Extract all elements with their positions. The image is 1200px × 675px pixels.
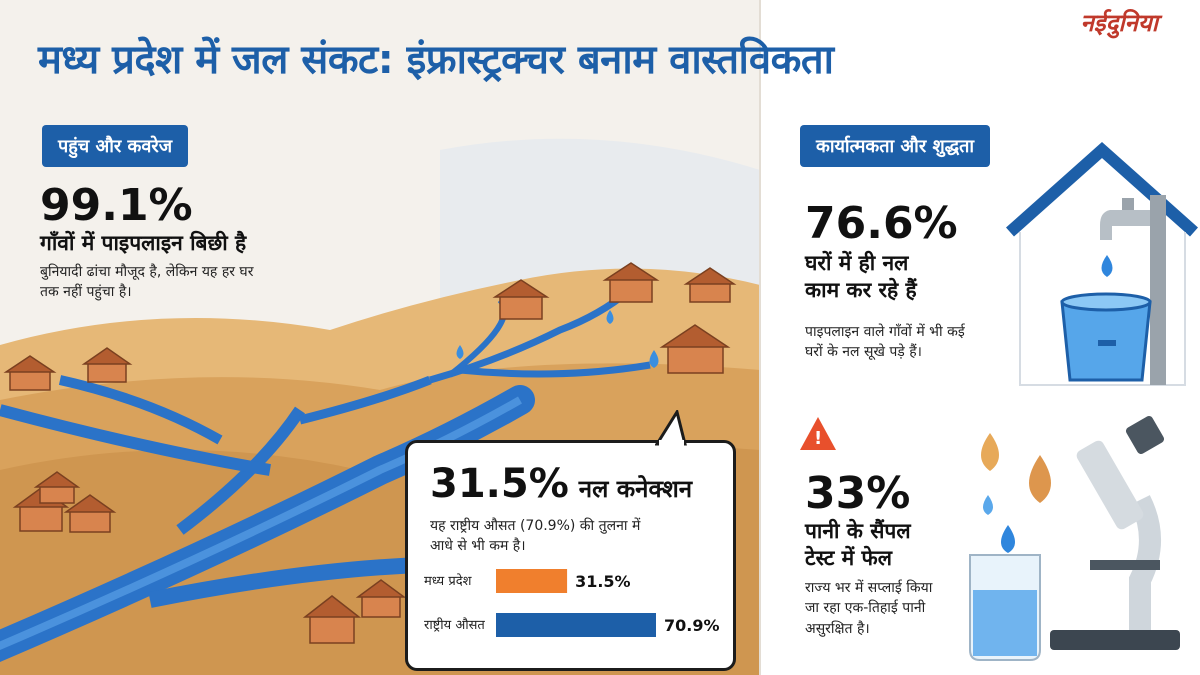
tap-connection-desc-line1: यह राष्ट्रीय औसत (70.9%) की तुलना में bbox=[430, 518, 641, 534]
bar-value-label: 31.5% bbox=[575, 572, 631, 591]
tap-connection-stat-row: 31.5% नल कनेक्शन bbox=[430, 461, 692, 507]
bar bbox=[496, 613, 656, 637]
failed-sample-desc: राज्य भर में सप्लाई किया जा रहा एक-तिहाई… bbox=[805, 578, 932, 639]
callout-pointer bbox=[655, 410, 687, 446]
failed-sample-subtitle-line1: पानी के सैंपल bbox=[805, 519, 911, 543]
functional-tap-subtitle-line1: घरों में ही नल bbox=[805, 251, 909, 275]
bar-category-label: मध्य प्रदेश bbox=[424, 573, 473, 589]
tap-connection-callout: 31.5% नल कनेक्शन यह राष्ट्रीय औसत (70.9%)… bbox=[405, 440, 736, 671]
failed-sample-desc-line2: जा रहा एक-तिहाई पानी bbox=[805, 600, 926, 617]
functional-tap-subtitle: घरों में ही नल काम कर रहे हैं bbox=[805, 250, 917, 305]
coverage-tag: पहुंच और कवरेज bbox=[42, 125, 189, 167]
warning-icon: ! bbox=[814, 428, 823, 449]
function-purity-tag: कार्यात्मकता और शुद्धता bbox=[800, 125, 991, 167]
functional-tap-subtitle-line2: काम कर रहे हैं bbox=[805, 278, 917, 303]
tap-connection-stat: 31.5% bbox=[430, 461, 569, 507]
coverage-stat: 99.1% bbox=[40, 180, 193, 231]
functional-tap-stat: 76.6% bbox=[805, 198, 958, 249]
failed-sample-desc-line3: असुरक्षित है। bbox=[805, 620, 870, 637]
bar bbox=[496, 569, 568, 593]
tap-connection-desc-line2: आधे से भी कम है। bbox=[430, 537, 526, 554]
functional-tap-desc-line1: पाइपलाइन वाले गाँवों में भी कई bbox=[805, 324, 965, 340]
brand-logo: नईदुनिया bbox=[1080, 9, 1158, 37]
page-title: मध्य प्रदेश में जल संकट: इंफ्रास्ट्रक्चर… bbox=[38, 37, 834, 83]
failed-sample-stat: 33% bbox=[805, 468, 911, 519]
failed-sample-subtitle: पानी के सैंपल टेस्ट में फेल bbox=[805, 518, 911, 573]
failed-sample-desc-line1: राज्य भर में सप्लाई किया bbox=[805, 580, 933, 596]
coverage-desc-line1: बुनियादी ढांचा मौजूद है, लेकिन यह हर घर bbox=[40, 264, 254, 280]
coverage-desc: बुनियादी ढांचा मौजूद है, लेकिन यह हर घर … bbox=[40, 262, 253, 303]
coverage-desc-line2: तक नहीं पहुंचा है। bbox=[40, 284, 132, 301]
coverage-subtitle: गाँवों में पाइपलाइन बिछी है bbox=[40, 231, 247, 255]
tap-connection-label: नल कनेक्शन bbox=[578, 475, 693, 503]
comparison-bar-chart: मध्य प्रदेश 31.5% राष्ट्रीय औसत 70.9% bbox=[424, 569, 720, 637]
functional-tap-desc: पाइपलाइन वाले गाँवों में भी कई घरों के न… bbox=[805, 322, 965, 363]
failed-sample-subtitle-line2: टेस्ट में फेल bbox=[805, 546, 892, 571]
tap-connection-desc: यह राष्ट्रीय औसत (70.9%) की तुलना में आध… bbox=[430, 517, 720, 556]
functional-tap-desc-line2: घरों के नल सूखे पड़े हैं। bbox=[805, 344, 922, 361]
bar-category-label: राष्ट्रीय औसत bbox=[424, 617, 485, 633]
bar-value-label: 70.9% bbox=[664, 616, 720, 635]
